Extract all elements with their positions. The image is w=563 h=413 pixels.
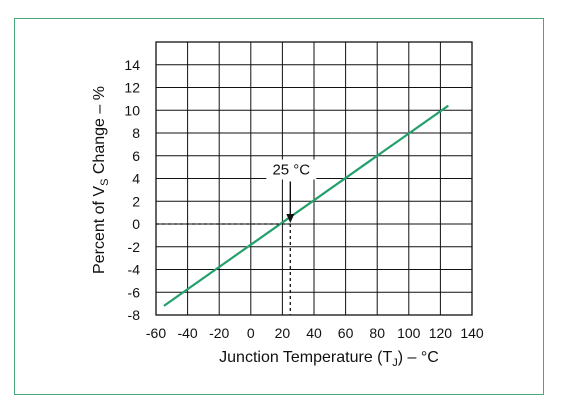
- y-tick-label: 10: [124, 102, 140, 118]
- y-tick-label: -2: [128, 239, 141, 255]
- x-tick-label: 40: [306, 325, 322, 341]
- y-tick-label: 4: [132, 171, 140, 187]
- y-axis-label: Percent of VS Change – %: [91, 86, 111, 274]
- plot-border: [155, 41, 473, 316]
- x-tick-label: -40: [177, 325, 197, 341]
- y-tick-label: 12: [124, 80, 140, 96]
- x-tick-label: 0: [247, 325, 255, 341]
- annotation-arrow-head: [286, 214, 295, 223]
- x-tick-label: 20: [275, 325, 291, 341]
- x-tick-label: 80: [369, 325, 385, 341]
- annotation-background: [266, 159, 317, 180]
- y-tick-label: -4: [128, 262, 141, 278]
- x-tick-label: 120: [429, 325, 453, 341]
- x-tick-label: 100: [397, 325, 421, 341]
- y-tick-label: 2: [132, 193, 140, 209]
- x-tick-label: 60: [338, 325, 354, 341]
- x-tick-label: -20: [209, 325, 229, 341]
- series-line: [163, 104, 449, 307]
- annotation-label: 25 °C: [272, 161, 310, 178]
- chart-frame: [14, 18, 544, 395]
- y-tick-label: 0: [132, 216, 140, 232]
- y-tick-label: 14: [124, 57, 140, 73]
- y-tick-label: -6: [128, 284, 141, 300]
- x-axis-label: Junction Temperature (TJ) – °C: [219, 349, 439, 369]
- y-tick-label: -8: [128, 307, 141, 323]
- x-tick-label: -60: [146, 325, 166, 341]
- y-tick-label: 6: [132, 148, 140, 164]
- x-tick-label: 140: [460, 325, 484, 341]
- y-tick-label: 8: [132, 125, 140, 141]
